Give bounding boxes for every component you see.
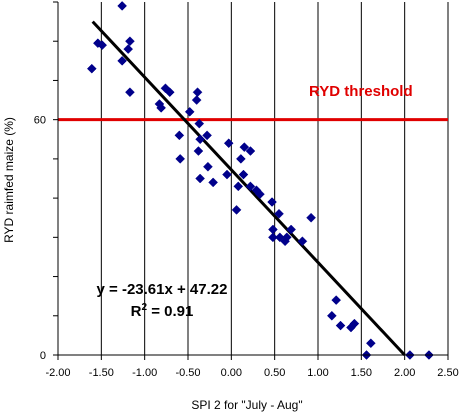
x-tick-label: -2.00 xyxy=(45,367,70,379)
data-point xyxy=(327,310,337,321)
data-point xyxy=(231,205,242,215)
data-point xyxy=(255,189,265,200)
data-point xyxy=(238,169,249,180)
x-tick-label: -1.50 xyxy=(89,367,114,379)
data-point xyxy=(156,103,166,113)
data-point xyxy=(194,118,205,129)
r-squared-value: = 0.91 xyxy=(147,303,193,320)
data-point xyxy=(164,87,175,98)
data-point xyxy=(236,154,246,164)
data-point xyxy=(222,169,232,180)
data-point xyxy=(268,232,278,243)
data-point xyxy=(203,161,213,172)
data-point xyxy=(174,130,185,141)
data-point xyxy=(286,224,296,235)
data-point xyxy=(349,318,360,329)
axes xyxy=(53,1,449,360)
data-point xyxy=(331,295,342,305)
data-point xyxy=(192,87,203,98)
data-point xyxy=(223,138,234,149)
data-point xyxy=(297,236,308,247)
data-point xyxy=(274,208,284,219)
data-point xyxy=(306,212,316,223)
data-point xyxy=(123,44,134,54)
data-point xyxy=(117,1,127,11)
threshold-label: RYD threshold xyxy=(309,83,413,100)
data-points xyxy=(86,1,434,360)
x-axis-title: SPI 2 for "July - Aug" xyxy=(191,398,302,412)
grid-layer xyxy=(100,2,449,355)
data-point xyxy=(335,320,346,331)
data-point xyxy=(86,63,97,74)
data-point xyxy=(245,181,256,192)
x-tick-label: 2.00 xyxy=(394,367,415,379)
x-tick-label: -0.50 xyxy=(175,367,200,379)
x-tick-label: 0.00 xyxy=(221,367,242,379)
data-point xyxy=(267,197,277,207)
y-tick-label: 60 xyxy=(34,115,46,127)
x-tick-label: 1.50 xyxy=(351,367,372,379)
x-tick-label: 1.00 xyxy=(307,367,328,379)
data-point xyxy=(239,142,250,152)
data-point xyxy=(233,181,244,192)
data-point xyxy=(281,232,292,243)
data-point xyxy=(117,55,127,66)
data-point xyxy=(202,130,212,141)
x-tick-label: 0.50 xyxy=(264,367,285,379)
r-squared-prefix: R xyxy=(131,303,142,320)
data-point xyxy=(245,146,256,156)
data-point xyxy=(208,177,218,188)
x-tick-label: -1.00 xyxy=(132,367,157,379)
data-point xyxy=(184,106,195,117)
data-point xyxy=(175,154,186,164)
y-tick-label: 0 xyxy=(40,350,46,362)
r-squared: R2 = 0.91 xyxy=(131,302,194,320)
data-point xyxy=(191,95,202,105)
r-squared-sup: 2 xyxy=(141,302,147,313)
data-point xyxy=(125,87,135,98)
y-axis-title: RYD raimfed maize (%) xyxy=(2,117,16,243)
data-point xyxy=(195,173,205,184)
data-point xyxy=(125,36,135,47)
tick-labels: -2.00 -1.50 -1.00 -0.50 0.00 0.50 1.00 1.50 2.00… xyxy=(34,115,459,379)
regression-equation: y = -23.61x + 47.22 xyxy=(97,281,228,298)
data-point xyxy=(195,134,205,145)
data-point xyxy=(93,38,103,49)
data-point xyxy=(193,146,204,156)
data-point xyxy=(366,338,376,349)
x-tick-label: 2.50 xyxy=(437,367,458,379)
